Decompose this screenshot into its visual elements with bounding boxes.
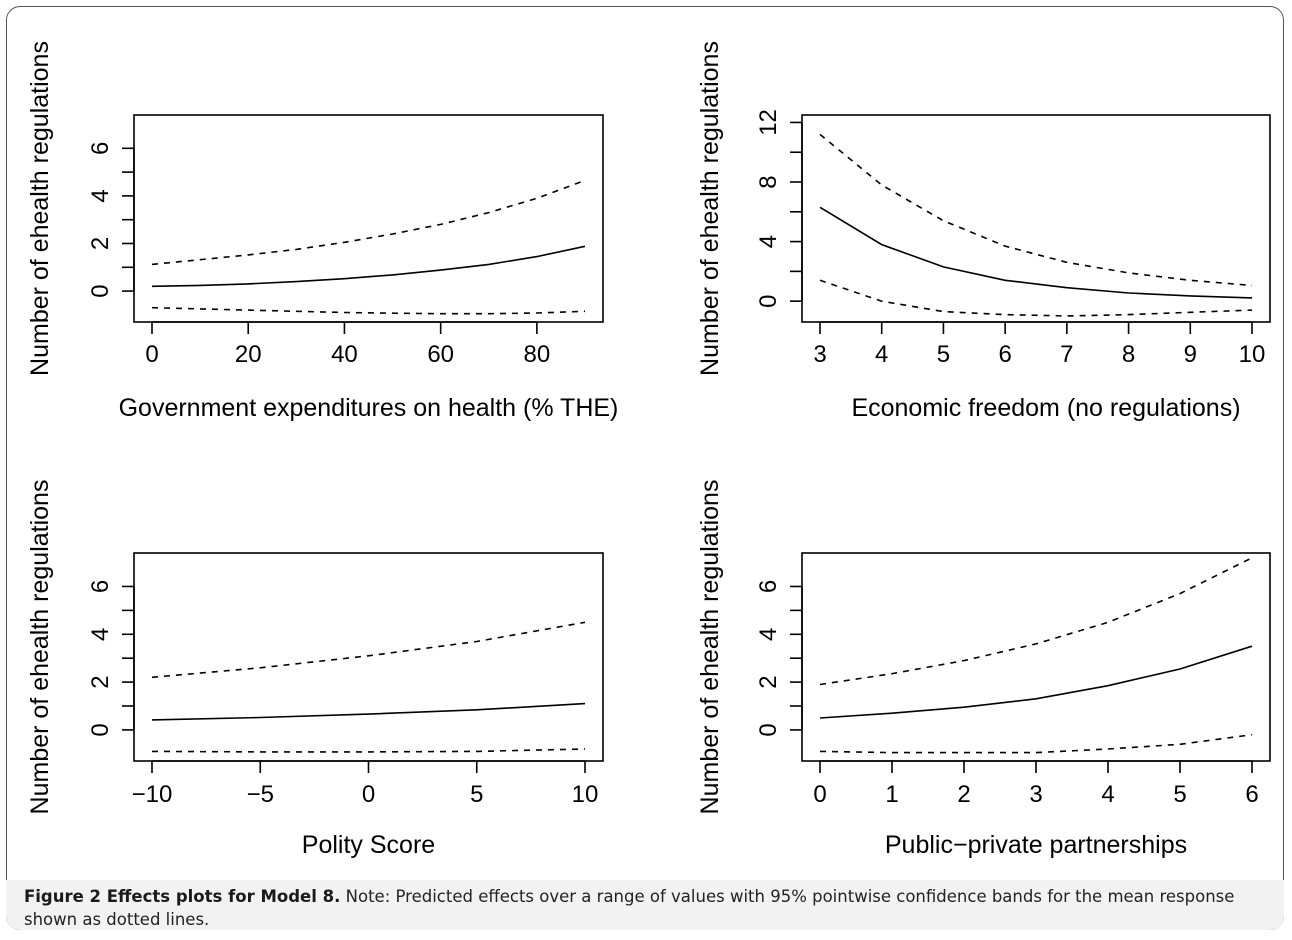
- y-tick-label: 4: [87, 189, 114, 202]
- x-tick-label: 80: [524, 341, 551, 368]
- x-tick-label: 20: [235, 341, 262, 368]
- x-tick-label: 4: [1101, 781, 1114, 808]
- y-tick-label: 0: [87, 284, 114, 297]
- figure-caption: Figure 2 Effects plots for Model 8. Note…: [24, 885, 1269, 931]
- chart-panel-4: 0 1 2 3 4 5 6 0 2 4 6 Public−private partnerships Nu…: [696, 480, 1271, 859]
- x-tick-label: 3: [1029, 781, 1042, 808]
- y-tick-label: 0: [87, 723, 114, 736]
- x-tick-label: 10: [572, 781, 599, 808]
- plot-box: [801, 114, 1271, 323]
- x-axis-title: Public−private partnerships: [885, 831, 1187, 859]
- x-tick-label: 1: [885, 781, 898, 808]
- x-tick-label: 4: [875, 341, 888, 368]
- y-tick-label: 2: [87, 237, 114, 250]
- y-tick-label: 2: [87, 675, 114, 688]
- x-tick-label: 3: [813, 341, 826, 368]
- series-line-lower: [151, 748, 586, 753]
- figure-frame: [6, 6, 1284, 930]
- x-axis-title: Economic freedom (no regulations): [851, 394, 1240, 422]
- x-tick-label: 8: [1122, 341, 1135, 368]
- x-tick-label: 6: [998, 341, 1011, 368]
- series-line-fit: [819, 645, 1253, 719]
- y-axis-title: Number of ehealth regulations: [26, 480, 54, 815]
- y-tick-label: 8: [755, 175, 782, 188]
- x-tick-label: 6: [1245, 781, 1258, 808]
- y-tick-label: 2: [755, 675, 782, 688]
- x-tick-label: 5: [470, 781, 483, 808]
- x-axis-title: Government expenditures on health (% THE…: [119, 394, 619, 422]
- series-line-upper: [819, 133, 1253, 287]
- y-tick-label: 4: [755, 235, 782, 248]
- x-tick-label: 0: [145, 341, 158, 368]
- x-tick-label: −10: [132, 781, 173, 808]
- x-tick-label: 60: [427, 341, 454, 368]
- x-tick-label: 2: [957, 781, 970, 808]
- x-tick-label: −5: [247, 781, 274, 808]
- series-line-upper: [151, 621, 586, 679]
- x-tick-label: 40: [331, 341, 358, 368]
- y-axis-title: Number of ehealth regulations: [26, 41, 54, 376]
- plot-box: [801, 552, 1271, 762]
- caption-background: [6, 880, 1284, 930]
- series-line-fit: [151, 245, 586, 288]
- caption-title: Figure 2 Effects plots for Model 8.: [24, 887, 341, 906]
- x-tick-label: 9: [1184, 341, 1197, 368]
- y-tick-label: 12: [755, 109, 782, 136]
- plot-box: [133, 552, 604, 762]
- x-axis-title: Polity Score: [302, 831, 435, 859]
- series-line-fit: [151, 702, 586, 721]
- y-tick-label: 0: [755, 294, 782, 307]
- y-tick-label: 0: [755, 723, 782, 736]
- y-tick-label: 6: [87, 142, 114, 155]
- y-tick-label: 4: [755, 628, 782, 641]
- x-tick-label: 10: [1239, 341, 1266, 368]
- caption-text: Note: Predicted effects over a range of …: [24, 887, 1235, 929]
- y-tick-label: 4: [87, 628, 114, 641]
- series-line-upper: [819, 557, 1253, 686]
- series-line-fit: [819, 206, 1253, 299]
- y-tick-label: 6: [755, 580, 782, 593]
- y-axis-title: Number of ehealth regulations: [696, 480, 724, 815]
- series-line-lower: [819, 733, 1253, 754]
- x-tick-label: 0: [813, 781, 826, 808]
- y-tick-label: 6: [87, 580, 114, 593]
- x-tick-label: 7: [1060, 341, 1073, 368]
- chart-panel-2: 3 4 5 6 7 8 9 10 0 4 8 12 Economic freedom (no regul…: [696, 41, 1271, 422]
- plot-box: [133, 114, 604, 323]
- x-tick-label: 5: [937, 341, 950, 368]
- series-line-lower: [819, 279, 1253, 317]
- y-axis-title: Number of ehealth regulations: [696, 41, 724, 376]
- chart-panel-3: −10 −5 0 5 10 0 2 4 6 Polity Score Number of eheal…: [26, 480, 604, 859]
- series-line-lower: [151, 306, 586, 315]
- series-line-upper: [151, 179, 586, 266]
- x-tick-label: 5: [1173, 781, 1186, 808]
- chart-panel-1: 0 20 40 60 80 0 2 4 6 Government expenditures on …: [26, 41, 618, 422]
- x-tick-label: 0: [362, 781, 375, 808]
